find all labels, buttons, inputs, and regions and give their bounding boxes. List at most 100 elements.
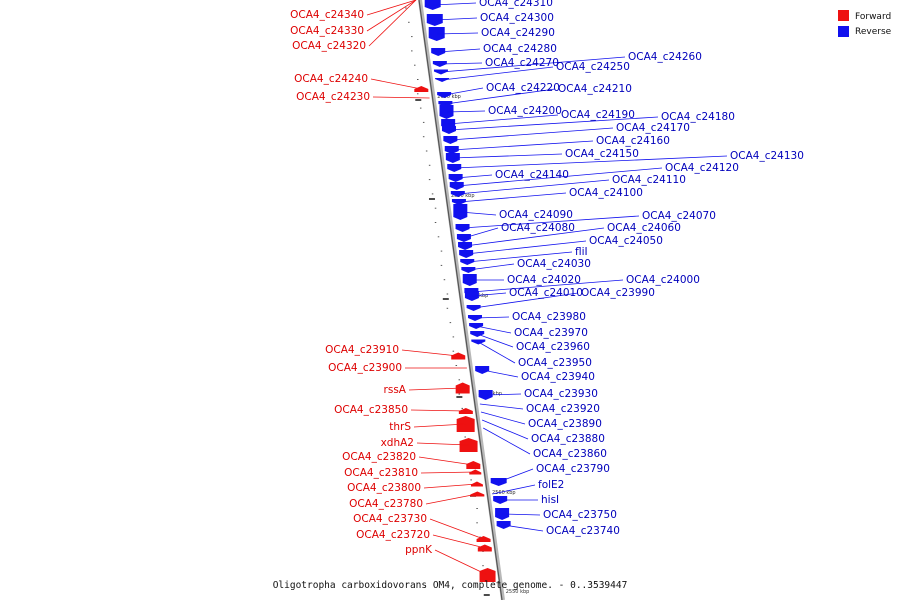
gene-label-forward: OCA4_c23780 — [349, 498, 423, 510]
gene-label-reverse: OCA4_c24180 — [661, 111, 735, 123]
gene-label-reverse: OCA4_c24210 — [558, 83, 632, 95]
gene-leader-line — [467, 251, 573, 263]
gene-label-reverse: folE2 — [538, 479, 564, 491]
gene-leader-line — [503, 524, 544, 532]
gene-leader-line — [413, 423, 466, 428]
gene-leader-line — [368, 0, 417, 47]
gene-leader-line — [460, 211, 497, 216]
gene-leader-line — [448, 116, 659, 131]
gene-leader-line — [474, 316, 510, 319]
gene-label-forward: OCA4_c23910 — [325, 344, 399, 356]
gene-label-forward: OCA4_c23900 — [328, 362, 402, 374]
gene-label-reverse: OCA4_c24080 — [501, 222, 575, 234]
gene-leader-line — [446, 110, 486, 113]
gene-leader-line — [492, 484, 536, 495]
gene-label-reverse: OCA4_c24030 — [517, 258, 591, 270]
legend-reverse-swatch — [838, 26, 849, 37]
gene-leader-line — [485, 393, 522, 396]
gene-label-reverse: OCA4_c24300 — [480, 12, 554, 24]
legend-forward-swatch — [838, 10, 849, 21]
gene-label-reverse: hisI — [541, 494, 559, 506]
gene-label-reverse: fliI — [575, 246, 588, 258]
gene-leader-line — [464, 227, 605, 247]
gene-leader-line — [466, 240, 587, 255]
gene-leader-line — [439, 62, 483, 65]
gene-label-reverse: OCA4_c23890 — [528, 418, 602, 430]
gene-leader-line — [450, 127, 614, 141]
gene-leader-line — [408, 387, 463, 391]
gene-leader-line — [448, 114, 559, 125]
legend-forward-label: Forward — [855, 12, 891, 22]
gene-leader-line — [420, 471, 476, 474]
gene-leader-line — [456, 167, 663, 187]
gene-label-reverse: OCA4_c24170 — [616, 122, 690, 134]
gene-leader-line — [468, 263, 515, 271]
gene-label-reverse: OCA4_c24290 — [481, 27, 555, 39]
gene-label-reverse: OCA4_c24250 — [556, 61, 630, 73]
gene-leader-line — [458, 192, 567, 203]
gene-leader-line — [425, 493, 478, 505]
legend-reverse-label: Reverse — [855, 27, 892, 37]
gene-leader-line — [444, 87, 484, 96]
gene-label-forward: OCA4_c24330 — [290, 25, 364, 37]
gene-leader-line — [366, 0, 417, 16]
gene-leader-line — [418, 456, 474, 466]
gene-leader-line — [445, 88, 556, 105]
gene-leader-line — [452, 153, 563, 159]
gene-leader-line — [434, 17, 478, 21]
scale-tick-label: 2550 kbp — [506, 589, 530, 595]
gene-label-reverse: OCA4_c23930 — [524, 388, 598, 400]
gene-label-reverse: OCA4_c23940 — [521, 371, 595, 383]
gene-label-reverse: OCA4_c24260 — [628, 51, 702, 63]
gene-label-reverse: OCA4_c24010 — [509, 287, 583, 299]
gene-leader-line — [457, 179, 610, 195]
gene-label-forward: OCA4_c23810 — [344, 467, 418, 479]
legend: Forward Reverse — [838, 10, 892, 37]
gene-leader-line — [483, 427, 531, 455]
gene-label-forward: OCA4_c24230 — [296, 91, 370, 103]
gene-leader-line — [481, 419, 529, 440]
genome-backbone — [418, 0, 505, 600]
gene-label-reverse: OCA4_c23990 — [581, 287, 655, 299]
gene-label-reverse: OCA4_c24120 — [665, 162, 739, 174]
gene-leader-line — [429, 518, 484, 540]
gene-label-forward: thrS — [389, 421, 411, 433]
scale-tick-label: 2560 kbp — [492, 490, 516, 496]
gene-leader-line — [434, 549, 488, 576]
gene-leader-line — [451, 140, 594, 151]
gene-leader-line — [482, 369, 519, 378]
gene-label-forward: OCA4_c23800 — [347, 482, 421, 494]
gene-label-reverse: OCA4_c24200 — [488, 105, 562, 117]
gene-leader-line — [432, 534, 485, 549]
label-leader-lines — [366, 0, 728, 576]
gene-label-reverse: OCA4_c24000 — [626, 274, 700, 286]
gene-label-reverse: OCA4_c24090 — [499, 209, 573, 221]
gene-label-reverse: OCA4_c24220 — [486, 82, 560, 94]
gene-leader-line — [502, 513, 541, 516]
gene-label-reverse: OCA4_c23980 — [512, 311, 586, 323]
gene-label-reverse: OCA4_c24160 — [596, 135, 670, 147]
scale-tick-label: 2590 kbp — [451, 193, 475, 199]
gene-label-reverse: OCA4_c23960 — [516, 341, 590, 353]
gene-label-reverse: OCA4_c24310 — [479, 0, 553, 9]
gene-label-forward: OCA4_c24340 — [290, 9, 364, 21]
gene-leader-line — [480, 411, 526, 425]
gene-leader-line — [471, 279, 624, 293]
gene-leader-line — [440, 56, 626, 73]
gene-label-reverse: OCA4_c24190 — [561, 109, 635, 121]
gene-label-reverse: OCA4_c23950 — [518, 357, 592, 369]
gene-label-reverse: OCA4_c23920 — [526, 403, 600, 415]
gene-label-forward: xdhA2 — [381, 437, 414, 449]
scale-tick-label: 2600 kbp — [437, 94, 461, 100]
gene-leader-line — [423, 483, 477, 489]
gene-leader-line — [401, 349, 459, 357]
gene-leader-line — [436, 32, 479, 35]
gene-leader-line — [463, 227, 499, 239]
gene-label-forward: OCA4_c24320 — [292, 40, 366, 52]
gene-leader-line — [476, 325, 512, 334]
gene-label-reverse: OCA4_c23860 — [533, 448, 607, 460]
gene-label-forward: OCA4_c23850 — [334, 404, 408, 416]
gene-label-reverse: OCA4_c24110 — [612, 174, 686, 186]
